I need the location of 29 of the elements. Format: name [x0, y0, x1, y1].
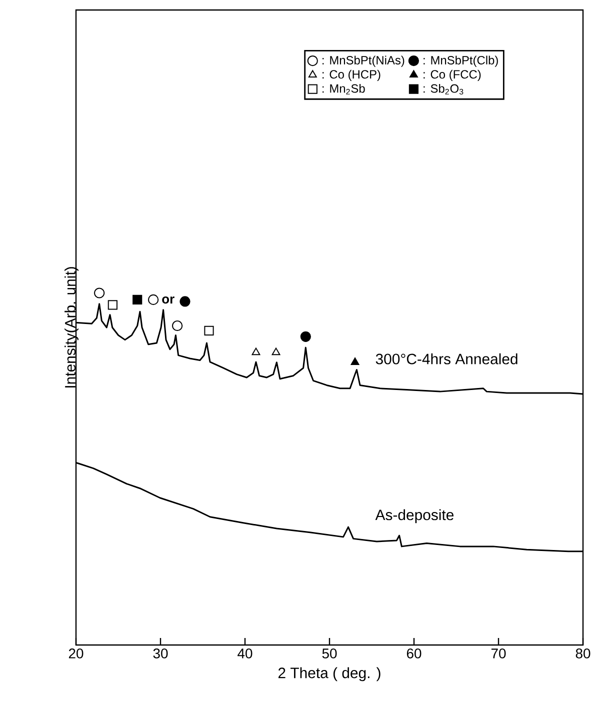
point [204, 326, 214, 336]
legend-label: : Co (FCC) [424, 70, 481, 81]
point [132, 294, 142, 304]
x-tick-label: 70 [491, 648, 506, 658]
x-axis-title: 2 Theta ( deg. ) [278, 667, 380, 682]
point [108, 300, 118, 310]
x-tick-label: 20 [68, 648, 84, 658]
annotation: or [162, 296, 174, 304]
legend-label: : MnSbPt(Clb) [424, 56, 498, 67]
legend-label: : MnSbPt(NiAs) [322, 56, 404, 67]
point [180, 296, 190, 307]
legend-label: : Mn$_{2}$Sb [322, 84, 365, 94]
point [94, 288, 105, 298]
legend-label: : Co (HCP) [322, 70, 380, 81]
x-tick-label: 30 [153, 648, 168, 658]
point [252, 348, 260, 356]
point [148, 294, 159, 305]
point [272, 348, 280, 356]
point [350, 358, 360, 365]
legend-label: : Sb$_{2}$O$_{3}$ [424, 84, 464, 95]
series-label: 300°C-4hrs Annealed [376, 353, 518, 364]
x-tick-label: 60 [406, 648, 422, 658]
x-tick-label: 40 [238, 648, 252, 658]
x-tick-label: 80 [576, 648, 590, 658]
x-tick-label: 50 [322, 648, 337, 658]
y-axis-title: Intensity(Arb. unit) [64, 267, 78, 388]
point [300, 331, 311, 342]
series-label: As-deposite [375, 509, 454, 524]
point [172, 320, 183, 332]
